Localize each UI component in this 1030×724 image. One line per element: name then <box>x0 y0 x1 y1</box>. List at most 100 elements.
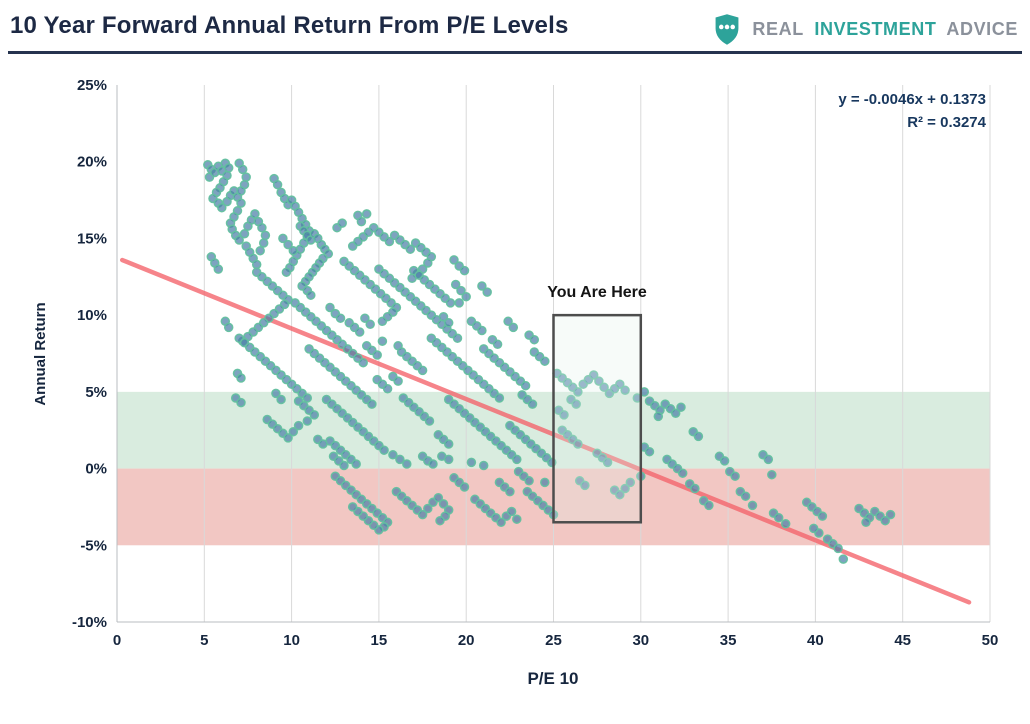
data-point <box>435 515 445 526</box>
data-point <box>325 302 335 313</box>
brand-text: REAL INVESTMENT ADVICE <box>752 19 1018 40</box>
y-tick-label: 25% <box>77 77 107 94</box>
data-point <box>428 459 438 469</box>
data-point <box>393 376 403 386</box>
trend-line <box>119 257 972 605</box>
x-tick-label: 0 <box>113 632 121 649</box>
data-point <box>223 322 234 333</box>
data-point <box>351 459 361 469</box>
data-point <box>424 416 435 426</box>
data-point <box>719 456 730 466</box>
data-point <box>602 457 613 468</box>
data-point <box>236 186 246 196</box>
data-point <box>452 333 463 343</box>
y-tick-label: 5% <box>85 384 107 401</box>
annotation-box <box>552 313 643 524</box>
data-point <box>670 408 681 419</box>
data-point <box>512 454 522 465</box>
data-point <box>302 393 313 403</box>
trendline-equation: y = -0.0046x + 0.1373 <box>838 91 986 108</box>
data-point <box>620 483 630 494</box>
data-point <box>676 402 686 412</box>
data-point <box>423 503 433 514</box>
x-tick-label: 50 <box>982 632 999 649</box>
data-point <box>773 512 784 523</box>
data-point <box>365 319 375 330</box>
data-point <box>880 515 890 526</box>
data-point <box>449 255 459 265</box>
data-point <box>459 482 470 492</box>
data-point <box>505 486 515 497</box>
data-point <box>339 460 349 471</box>
data-point <box>459 265 470 276</box>
data-point <box>443 439 454 449</box>
data-point <box>885 509 896 520</box>
data-point <box>677 468 688 478</box>
data-point <box>833 543 843 554</box>
you-are-here-box <box>552 313 643 524</box>
data-point <box>527 399 538 409</box>
data-point <box>571 399 581 409</box>
data-point <box>690 483 700 494</box>
data-point <box>456 285 466 296</box>
data-point <box>704 500 714 511</box>
data-point <box>615 489 625 500</box>
data-point <box>241 172 251 182</box>
data-point <box>361 209 372 219</box>
you-are-here-label: You Are Here <box>547 284 647 301</box>
data-point <box>337 218 347 228</box>
data-point <box>213 264 224 274</box>
data-point <box>335 313 346 323</box>
data-point <box>217 202 227 213</box>
y-axis-title: Annual Return <box>32 302 49 405</box>
data-point <box>496 517 506 528</box>
data-point <box>450 279 461 290</box>
x-axis-title: P/E 10 <box>527 669 578 688</box>
data-point <box>445 298 456 308</box>
brand-word-investment: INVESTMENT <box>814 19 937 39</box>
data-point <box>443 454 454 465</box>
data-point <box>258 238 269 248</box>
data-point <box>478 460 489 471</box>
data-point <box>251 259 262 270</box>
x-tick-label: 40 <box>807 632 824 649</box>
data-point <box>540 356 550 366</box>
x-tick-label: 35 <box>720 632 737 649</box>
data-point <box>461 291 471 302</box>
x-tick-label: 15 <box>371 632 388 649</box>
data-point <box>653 411 664 422</box>
data-point <box>250 209 260 219</box>
data-point <box>588 370 599 380</box>
x-tick-label: 10 <box>283 632 300 649</box>
data-point <box>693 431 704 442</box>
data-point <box>288 245 299 256</box>
data-point <box>838 554 849 564</box>
data-point <box>405 244 416 254</box>
data-point <box>594 376 604 386</box>
data-point <box>257 222 267 233</box>
data-point <box>508 322 519 333</box>
data-point <box>388 450 398 460</box>
data-point <box>283 239 293 250</box>
brand-word-real: REAL <box>752 19 804 39</box>
x-tick-label: 20 <box>458 632 475 649</box>
data-point <box>767 469 777 480</box>
data-point <box>395 454 405 465</box>
data-point <box>540 477 550 488</box>
data-point <box>306 290 316 300</box>
y-tick-label: 10% <box>77 307 107 324</box>
data-point <box>625 477 636 488</box>
x-tick-label: 30 <box>632 632 649 649</box>
data-point <box>302 416 313 426</box>
data-point <box>438 311 449 322</box>
data-point <box>239 229 250 239</box>
data-point <box>808 523 819 534</box>
data-point <box>559 410 569 420</box>
data-point <box>466 457 477 468</box>
data-point <box>454 298 464 308</box>
y-tick-label: 15% <box>77 230 107 247</box>
data-point <box>443 318 454 328</box>
data-point <box>861 517 871 528</box>
x-tick-label: 5 <box>200 632 208 649</box>
